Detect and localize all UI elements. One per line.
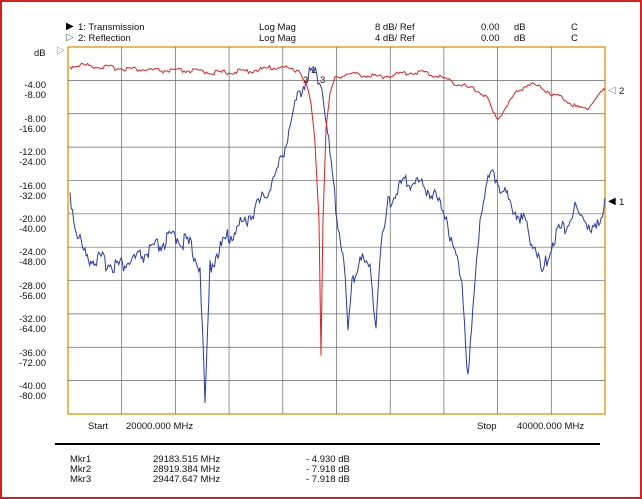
trace2-label[interactable]: 2: Reflection (78, 33, 131, 44)
trace2-ref-value: 0.00 (481, 33, 500, 44)
axis-label-9a: -36.00 (19, 348, 46, 359)
axis-label-3b: -24.00 (19, 157, 46, 168)
axis-label-1b: -8.00 (24, 90, 46, 101)
marker-table-freq-3: 29447.647 MHz (153, 474, 221, 485)
marker-table-value-2: - 7.918 dB (306, 464, 350, 475)
trace1-ref-unit: dB (514, 22, 526, 33)
ref1-right-label: 1 (619, 197, 625, 208)
ref2-right-triangle-icon: ◁ (608, 85, 616, 96)
axis-label-4b: -32.00 (19, 191, 46, 202)
trace2-flag: C (571, 33, 578, 44)
start-label: Start (88, 421, 109, 432)
trace2-scale: 4 dB/ Ref (375, 33, 415, 44)
axis-label-9b: -72.00 (19, 358, 46, 369)
trace1-active-triangle-icon[interactable]: ▶ (66, 21, 74, 32)
axis-label-6b: -48.00 (19, 257, 46, 268)
trace1-label[interactable]: 1: Transmission (78, 22, 145, 33)
start-frequency[interactable]: 20000.000 MHz (126, 421, 194, 432)
ref2-left-triangle-icon: ▷ (57, 45, 65, 56)
reflection-trace[interactable] (69, 62, 606, 356)
marker-1-label[interactable]: 1 (311, 65, 317, 76)
marker-table-name-3: Mkr3 (70, 474, 92, 485)
trace1-flag: C (571, 22, 578, 33)
marker-table-value-3: - 7.918 dB (306, 474, 350, 485)
axis-label-8b: -64.00 (19, 324, 46, 335)
marker-table-name-1: Mkr1 (70, 454, 92, 465)
axis-label-2b: -16.00 (19, 124, 46, 135)
transmission-trace[interactable] (69, 65, 606, 404)
axis-label-4a: -16.00 (19, 181, 46, 192)
axis-label-6a: -24.00 (19, 247, 46, 258)
axis-label-5a: -20.00 (19, 214, 46, 225)
trace1-ref-value: 0.00 (481, 22, 500, 33)
trace2-triangle-icon[interactable]: ▷ (66, 32, 74, 43)
stop-label: Stop (477, 421, 497, 432)
marker-table-freq-2: 28919.384 MHz (153, 464, 221, 475)
axis-label-10a: -40.00 (19, 381, 46, 392)
ref1-right-triangle-icon: ◀ (608, 196, 616, 207)
axis-label-8a: -32.00 (19, 314, 46, 325)
grid (68, 47, 605, 414)
axis-label-7b: -56.00 (19, 291, 46, 302)
axis-label-3a: -12.00 (19, 147, 46, 158)
stop-frequency[interactable]: 40000.000 MHz (517, 421, 585, 432)
axis-label-10b: -80.00 (19, 391, 46, 402)
axis-label-5b: -40.00 (19, 224, 46, 235)
marker-table-value-1: - 4.930 dB (306, 454, 350, 465)
marker-table-freq-1: 29183.515 MHz (153, 454, 221, 465)
ref2-right-label: 2 (619, 86, 625, 97)
trace2-ref-unit: dB (514, 33, 526, 44)
marker-table-divider (55, 443, 600, 445)
marker-table-name-2: Mkr2 (70, 464, 92, 475)
trace2-format: Log Mag (259, 33, 296, 44)
axis-label-1a: -4.00 (24, 80, 46, 91)
y-axis-unit: dB (34, 48, 46, 59)
axis-label-7a: -28.00 (19, 281, 46, 292)
axis-label-2a: -8.00 (24, 114, 46, 125)
trace1-format: Log Mag (259, 22, 296, 33)
trace1-scale: 8 dB/ Ref (375, 22, 415, 33)
